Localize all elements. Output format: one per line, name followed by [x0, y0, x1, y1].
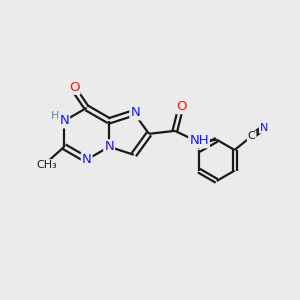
Text: NH: NH: [189, 134, 209, 147]
Text: C: C: [248, 131, 256, 142]
Text: O: O: [176, 100, 187, 113]
Text: O: O: [69, 81, 80, 94]
Text: N: N: [130, 106, 140, 119]
Text: N: N: [104, 140, 114, 153]
Text: N: N: [82, 153, 92, 166]
Text: CH₃: CH₃: [36, 160, 57, 170]
Text: N: N: [59, 114, 69, 127]
Text: N: N: [260, 123, 268, 133]
Text: H: H: [51, 110, 60, 121]
